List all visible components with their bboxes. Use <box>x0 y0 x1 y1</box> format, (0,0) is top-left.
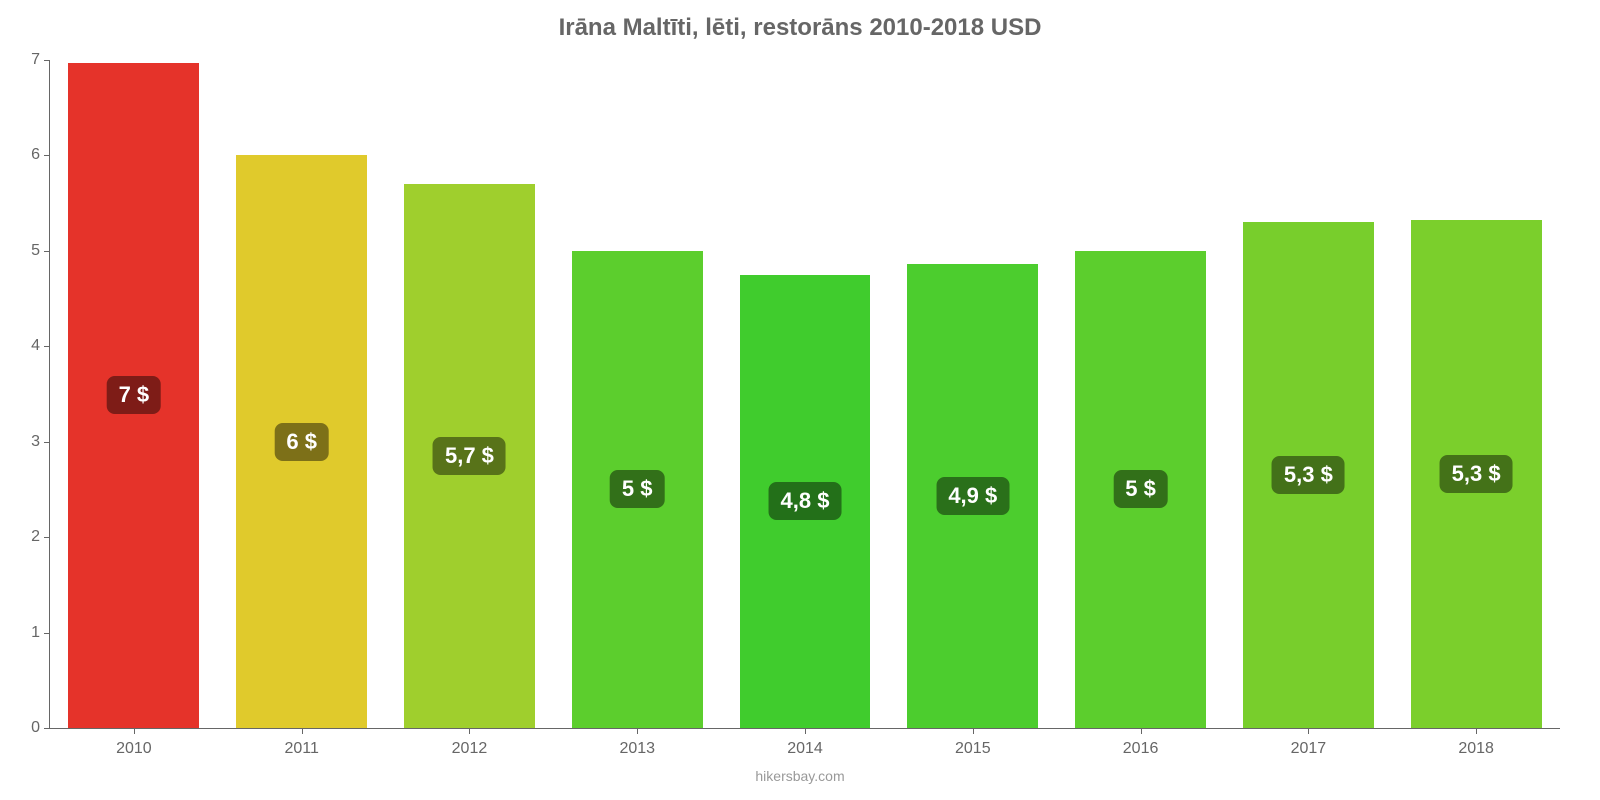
x-tick-label: 2018 <box>1458 728 1494 758</box>
bar: 6 $ <box>236 155 367 728</box>
value-badge: 6 $ <box>274 423 329 461</box>
x-tick-label: 2014 <box>787 728 823 758</box>
bar-slot: 5,3 $2017 <box>1224 60 1392 728</box>
value-badge: 4,9 $ <box>936 477 1009 515</box>
value-badge: 4,8 $ <box>769 482 842 520</box>
value-badge: 5 $ <box>1113 470 1168 508</box>
chart-title: Irāna Maltīti, lēti, restorāns 2010-2018… <box>0 0 1600 42</box>
bar-slot: 4,8 $2014 <box>721 60 889 728</box>
x-tick-label: 2017 <box>1291 728 1327 758</box>
bar-slot: 4,9 $2015 <box>889 60 1057 728</box>
x-tick-label: 2015 <box>955 728 991 758</box>
x-tick-label: 2016 <box>1123 728 1159 758</box>
value-badge: 5,7 $ <box>433 437 506 475</box>
value-badge: 5,3 $ <box>1440 455 1513 493</box>
bar: 7 $ <box>68 63 199 728</box>
bar-slot: 6 $2011 <box>218 60 386 728</box>
value-badge: 7 $ <box>107 376 162 414</box>
x-tick-label: 2013 <box>619 728 655 758</box>
bar-slot: 5 $2013 <box>553 60 721 728</box>
bar-slot: 5,3 $2018 <box>1392 60 1560 728</box>
bars-group: 7 $20106 $20115,7 $20125 $20134,8 $20144… <box>50 60 1560 728</box>
x-tick-label: 2012 <box>452 728 488 758</box>
bar-slot: 5,7 $2012 <box>386 60 554 728</box>
bar: 4,9 $ <box>907 264 1038 728</box>
bar: 5,3 $ <box>1243 222 1374 728</box>
chart-container: Irāna Maltīti, lēti, restorāns 2010-2018… <box>0 0 1600 800</box>
x-tick-label: 2011 <box>284 728 318 758</box>
x-tick-label: 2010 <box>116 728 152 758</box>
bar: 5 $ <box>572 251 703 728</box>
value-badge: 5 $ <box>610 470 665 508</box>
plot-area: 01234567 7 $20106 $20115,7 $20125 $20134… <box>50 60 1560 728</box>
bar: 5,3 $ <box>1411 220 1542 728</box>
source-label: hikersbay.com <box>755 768 844 784</box>
bar-slot: 7 $2010 <box>50 60 218 728</box>
bar-slot: 5 $2016 <box>1057 60 1225 728</box>
bar: 5,7 $ <box>404 184 535 728</box>
bar: 5 $ <box>1075 251 1206 728</box>
bar: 4,8 $ <box>740 275 871 728</box>
value-badge: 5,3 $ <box>1272 456 1345 494</box>
